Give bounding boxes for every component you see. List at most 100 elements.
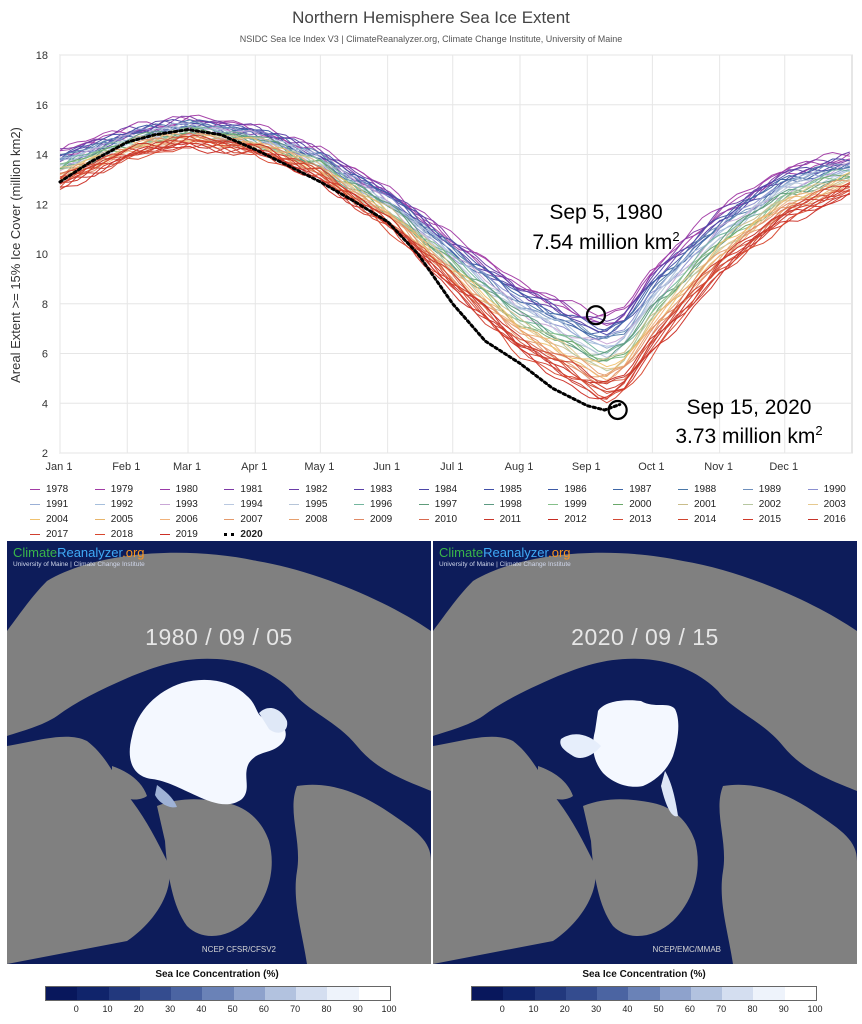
legend-item-1996[interactable]: 1996 xyxy=(354,499,392,510)
annotation-1980-date: Sep 5, 1980 xyxy=(549,201,662,224)
legend-item-2014[interactable]: 2014 xyxy=(678,514,716,525)
legend-item-1984[interactable]: 1984 xyxy=(418,484,457,495)
legend-item-1981[interactable]: 1981 xyxy=(224,484,263,495)
legend-swatch xyxy=(94,489,105,490)
legend-item-1998[interactable]: 1998 xyxy=(483,499,522,510)
colorbar-swatch xyxy=(784,987,816,1000)
legend-item-2015[interactable]: 2015 xyxy=(742,514,781,525)
y-tick-label: 12 xyxy=(36,199,48,211)
legend-swatch xyxy=(678,504,688,505)
legend-swatch xyxy=(613,489,624,490)
annotation-1980-value: 7.54 million km2 xyxy=(532,229,679,254)
legend-swatch xyxy=(742,504,753,505)
canada-east-land xyxy=(293,784,431,964)
legend-swatch xyxy=(613,519,624,520)
legend-swatch xyxy=(94,519,105,520)
legend-item-1986[interactable]: 1986 xyxy=(548,484,587,495)
legend-item-2002[interactable]: 2002 xyxy=(742,499,781,510)
legend-label: 1989 xyxy=(758,484,782,495)
legend-item-2017[interactable]: 2017 xyxy=(30,529,68,540)
legend-swatch xyxy=(354,519,364,520)
legend-item-1987[interactable]: 1987 xyxy=(613,484,651,495)
legend-item-1997[interactable]: 1997 xyxy=(418,499,457,510)
legend-item-2001[interactable]: 2001 xyxy=(678,499,716,510)
colorbar-swatch xyxy=(233,987,265,1000)
legend-item-2000[interactable]: 2000 xyxy=(613,499,651,510)
legend-item-1993[interactable]: 1993 xyxy=(159,499,198,510)
legend-label: 1986 xyxy=(564,484,587,495)
colorbar-tick-label: 20 xyxy=(559,1004,570,1014)
x-tick-label: Feb 1 xyxy=(112,461,140,473)
legend-item-2004[interactable]: 2004 xyxy=(30,514,68,525)
x-tick-label: Apr 1 xyxy=(241,461,267,473)
legend-item-1992[interactable]: 1992 xyxy=(94,499,134,510)
colorbar-swatch xyxy=(77,987,109,1000)
colorbar-tick-label: 90 xyxy=(778,1004,789,1014)
legend-label: 2003 xyxy=(823,499,846,510)
x-tick-label: Sep 1 xyxy=(572,461,601,473)
legend-item-1982[interactable]: 1982 xyxy=(289,484,327,495)
legend-item-1980[interactable]: 1980 xyxy=(159,484,198,495)
legend-item-2016[interactable]: 2016 xyxy=(807,514,846,525)
legend-item-2019[interactable]: 2019 xyxy=(159,529,198,540)
brand-subtitle: University of Maine | Climate Change Ins… xyxy=(13,561,145,568)
legend-item-1991[interactable]: 1991 xyxy=(30,499,68,510)
legend-swatch xyxy=(678,489,688,490)
legend-item-2008[interactable]: 2008 xyxy=(289,514,327,525)
legend-item-1985[interactable]: 1985 xyxy=(483,484,522,495)
legend-label: 1999 xyxy=(564,499,587,510)
legend-label: 1993 xyxy=(175,499,198,510)
legend-item-2005[interactable]: 2005 xyxy=(94,514,134,525)
legend-item-2018[interactable]: 2018 xyxy=(94,529,134,540)
legend-label: 1994 xyxy=(240,499,263,510)
legend-item-1995[interactable]: 1995 xyxy=(289,499,327,510)
legend-item-1990[interactable]: 1990 xyxy=(807,484,846,495)
legend-swatch xyxy=(742,489,753,490)
north-america-west-land xyxy=(433,736,596,964)
canada-east-land xyxy=(719,784,857,964)
legend-label: 1996 xyxy=(370,499,393,510)
legend-label: 1987 xyxy=(629,484,652,495)
colorbar-tick-label: 60 xyxy=(258,1004,269,1014)
annotation-marker-1980 xyxy=(585,305,607,326)
colorbar-swatch xyxy=(264,987,297,1000)
map-date-label: 2020 / 09 / 15 xyxy=(571,624,719,650)
legend-item-2009[interactable]: 2009 xyxy=(354,514,392,525)
legend-label: 2005 xyxy=(110,514,134,525)
legend-item-2003[interactable]: 2003 xyxy=(807,499,846,510)
colorbar-tick-label: 40 xyxy=(622,1004,633,1014)
series-line-2018 xyxy=(59,139,850,399)
legend-label: 2009 xyxy=(370,514,393,525)
legend-item-2020[interactable]: 2020 xyxy=(224,529,263,540)
legend-item-1988[interactable]: 1988 xyxy=(678,484,716,495)
legend-item-2010[interactable]: 2010 xyxy=(418,514,457,525)
colorbar-swatch xyxy=(472,987,504,1000)
legend-swatch xyxy=(613,504,624,505)
climate-reanalyzer-logo: ClimateReanalyzer.org xyxy=(439,546,571,560)
brand-part3: .org xyxy=(122,545,145,560)
legend-item-1994[interactable]: 1994 xyxy=(224,499,263,510)
legend-label: 1979 xyxy=(110,484,134,495)
legend-label: 1992 xyxy=(110,499,134,510)
legend-label: 2020 xyxy=(240,529,263,540)
legend-item-2012[interactable]: 2012 xyxy=(548,514,587,525)
legend-item-1979[interactable]: 1979 xyxy=(94,484,134,495)
colorbar-swatch xyxy=(534,987,566,1000)
legend-item-1989[interactable]: 1989 xyxy=(742,484,782,495)
colorbar-tick-label: 50 xyxy=(227,1004,238,1014)
legend-label: 1988 xyxy=(694,484,717,495)
legend-item-2011[interactable]: 2011 xyxy=(483,514,521,525)
chart-title: Northern Hemisphere Sea Ice Extent xyxy=(292,8,570,27)
y-tick-label: 16 xyxy=(36,100,48,112)
legend-label: 2018 xyxy=(110,529,134,540)
legend-item-1999[interactable]: 1999 xyxy=(548,499,587,510)
legend-label: 1991 xyxy=(46,499,69,510)
legend-item-1978[interactable]: 1978 xyxy=(30,484,68,495)
legend-swatch xyxy=(159,534,170,535)
legend-item-2006[interactable]: 2006 xyxy=(159,514,198,525)
legend-label: 1990 xyxy=(823,484,846,495)
legend-item-2007[interactable]: 2007 xyxy=(224,514,263,525)
legend-item-1983[interactable]: 1983 xyxy=(354,484,392,495)
legend-swatch xyxy=(483,489,494,490)
legend-item-2013[interactable]: 2013 xyxy=(613,514,651,525)
